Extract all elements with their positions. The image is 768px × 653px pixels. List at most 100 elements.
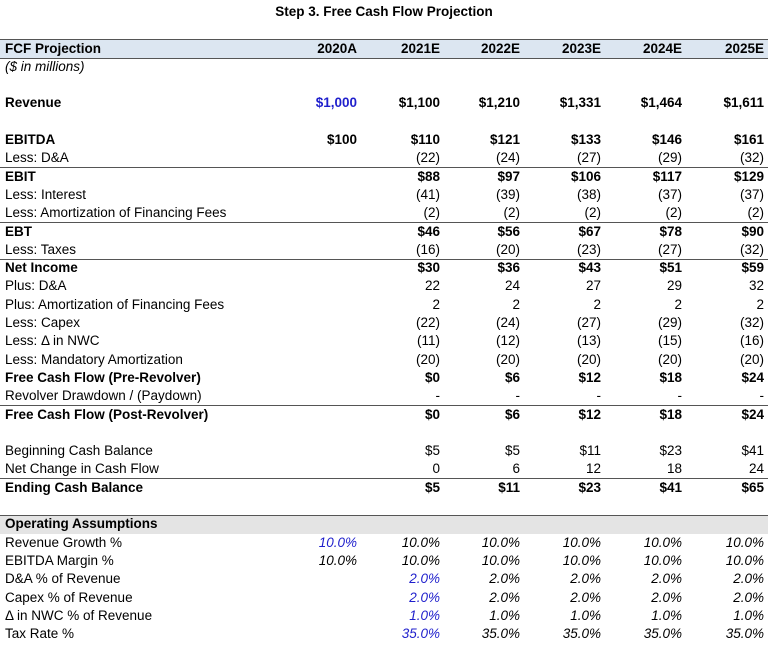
row-label: EBITDA Margin % — [5, 552, 114, 568]
cell: $146 — [651, 132, 682, 147]
cell: 1.0% — [409, 607, 440, 623]
cell: (13) — [576, 333, 601, 349]
cell: 1.0% — [489, 607, 520, 623]
cell: 10.0% — [481, 534, 520, 550]
cell: $1,100 — [398, 95, 440, 111]
cell: $1,464 — [640, 95, 682, 111]
cell: 10.0% — [643, 534, 682, 550]
cell: 10.0% — [562, 534, 601, 550]
cell: 2.0% — [489, 589, 520, 605]
cell: (16) — [415, 241, 440, 257]
row-rule — [0, 222, 768, 223]
cell: 10.0% — [401, 534, 440, 550]
cell: $18 — [659, 406, 682, 422]
cell: - — [759, 388, 765, 404]
row-label: Less: Interest — [5, 186, 87, 202]
cell: $41 — [741, 443, 764, 459]
page-title: Step 3. Free Cash Flow Projection — [275, 4, 493, 19]
cell: $67 — [578, 223, 601, 239]
cell: 2.0% — [489, 571, 520, 587]
cell: $5 — [424, 443, 440, 459]
row-label: EBIT — [5, 168, 36, 184]
section-title: Operating Assumptions — [5, 516, 158, 532]
cell: (12) — [495, 333, 520, 349]
cell: 10.0% — [643, 552, 682, 568]
cell: (27) — [576, 150, 601, 166]
cell: $24 — [741, 406, 764, 422]
cell: $129 — [733, 168, 764, 184]
row-label: Less: Capex — [5, 315, 81, 330]
cell: 24 — [748, 461, 764, 477]
cell: $18 — [659, 369, 682, 385]
cell: $51 — [659, 260, 682, 276]
cell: $43 — [578, 260, 601, 276]
cell: (16) — [739, 333, 764, 349]
column-header: 2021E — [400, 40, 440, 56]
assumptions-band — [0, 515, 768, 534]
column-header: 2025E — [724, 40, 764, 56]
row-label: EBT — [5, 223, 32, 239]
table-header: FCF Projection — [5, 40, 102, 56]
cell: 2.0% — [651, 571, 682, 587]
cell: 35.0% — [401, 626, 440, 642]
cell: $24 — [741, 369, 764, 385]
row-label: Ending Cash Balance — [5, 479, 144, 495]
cell: 10.0% — [318, 552, 357, 568]
cell: 10.0% — [725, 534, 764, 550]
cell: 10.0% — [481, 552, 520, 568]
cell: (2) — [747, 205, 765, 221]
cell: (24) — [495, 315, 520, 330]
cell: (38) — [576, 186, 601, 202]
row-label: Revenue — [5, 95, 62, 111]
cell: $12 — [578, 406, 601, 422]
cell: 10.0% — [318, 534, 357, 550]
row-label: Free Cash Flow (Pre-Revolver) — [5, 369, 201, 385]
cell: $41 — [659, 479, 682, 495]
cell: 27 — [585, 278, 601, 294]
row-label: D&A % of Revenue — [5, 571, 121, 587]
cell: - — [515, 388, 521, 404]
cell: 32 — [748, 278, 764, 294]
cell: 2 — [674, 296, 682, 312]
cell: (20) — [739, 351, 764, 367]
row-label: Net Change in Cash Flow — [5, 461, 159, 477]
cell: 29 — [666, 278, 682, 294]
row-label: Less: Taxes — [5, 241, 77, 257]
cell: (20) — [576, 351, 601, 367]
cell: $121 — [489, 132, 520, 147]
cell: 2.0% — [733, 589, 764, 605]
row-label: EBITDA — [5, 132, 56, 147]
cell: (24) — [495, 150, 520, 166]
column-header: 2023E — [561, 40, 601, 56]
cell: $23 — [578, 479, 601, 495]
cell: (37) — [739, 186, 764, 202]
cell: (27) — [576, 315, 601, 330]
cell: (32) — [739, 315, 764, 330]
cell: (2) — [584, 205, 602, 221]
cell: 2 — [593, 296, 601, 312]
cell: 1.0% — [651, 607, 682, 623]
row-label: Less: Mandatory Amortization — [5, 351, 183, 367]
cell: (2) — [423, 205, 441, 221]
column-header: 2022E — [480, 40, 520, 56]
cell: (29) — [657, 315, 682, 330]
cell: (32) — [739, 150, 764, 166]
cell: (23) — [576, 241, 601, 257]
cell: 1.0% — [570, 607, 601, 623]
cell: $90 — [741, 223, 764, 239]
cell: 2.0% — [409, 571, 440, 587]
cell: $1,611 — [723, 95, 764, 111]
row-label: Beginning Cash Balance — [5, 443, 153, 459]
row-label: Tax Rate % — [5, 626, 75, 642]
row-label: Less: Amortization of Financing Fees — [5, 205, 227, 221]
cell: 2.0% — [651, 589, 682, 605]
column-header: 2024E — [642, 40, 682, 56]
row-rule — [0, 167, 768, 169]
cell: 1.0% — [733, 607, 764, 623]
cell: (32) — [739, 241, 764, 257]
cell: $100 — [326, 132, 357, 147]
cell: (22) — [415, 315, 440, 330]
cell: 2.0% — [570, 589, 601, 605]
cell: $23 — [659, 443, 682, 459]
